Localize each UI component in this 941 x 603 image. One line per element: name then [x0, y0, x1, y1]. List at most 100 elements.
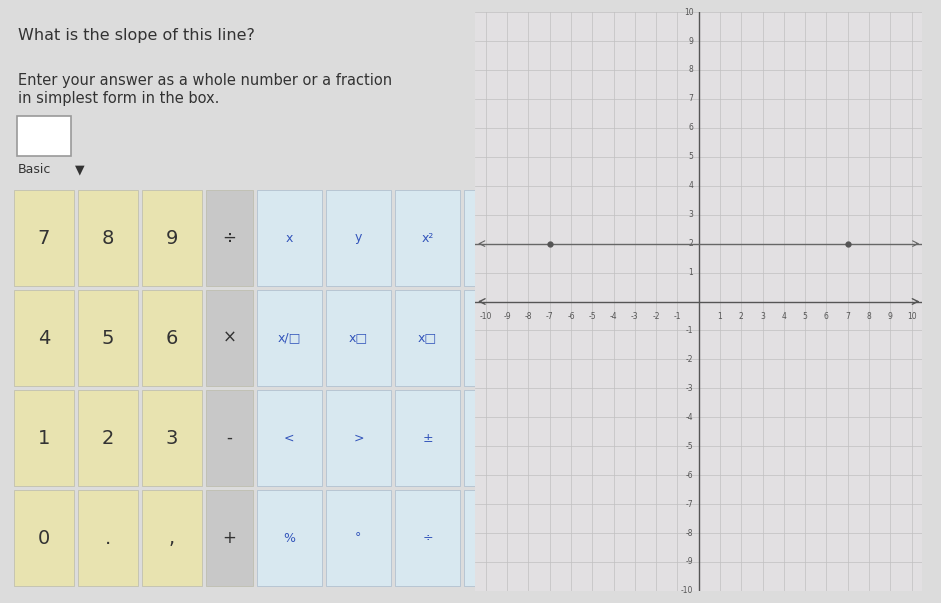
FancyBboxPatch shape [464, 290, 530, 386]
Text: 4: 4 [38, 329, 50, 347]
FancyBboxPatch shape [326, 490, 391, 586]
Text: <: < [284, 432, 295, 444]
Text: 2: 2 [102, 429, 114, 447]
FancyBboxPatch shape [14, 390, 74, 486]
Text: ×: × [222, 329, 236, 347]
Text: -9: -9 [686, 558, 694, 566]
Text: ÷: ÷ [222, 229, 236, 247]
Text: x□: x□ [418, 332, 438, 344]
Text: x: x [285, 232, 293, 244]
Text: +: + [222, 529, 236, 547]
Text: -7: -7 [546, 312, 553, 321]
Text: -4: -4 [610, 312, 617, 321]
FancyBboxPatch shape [78, 290, 138, 386]
FancyBboxPatch shape [326, 390, 391, 486]
Text: What is the slope of this line?: What is the slope of this line? [18, 28, 255, 43]
Text: 7: 7 [689, 95, 694, 103]
Text: √□: √□ [487, 232, 507, 244]
FancyBboxPatch shape [78, 190, 138, 286]
FancyBboxPatch shape [142, 490, 202, 586]
Text: 7: 7 [38, 229, 50, 247]
Text: 9: 9 [887, 312, 893, 321]
Text: ÷: ÷ [423, 531, 433, 545]
Text: 8: 8 [102, 229, 114, 247]
FancyBboxPatch shape [17, 116, 71, 156]
Text: %: % [283, 531, 295, 545]
Text: -7: -7 [686, 500, 694, 508]
Text: Basic: Basic [18, 163, 52, 176]
FancyBboxPatch shape [14, 490, 74, 586]
Text: >: > [353, 432, 363, 444]
FancyBboxPatch shape [78, 390, 138, 486]
Text: 8: 8 [689, 66, 694, 74]
Text: -5: -5 [588, 312, 596, 321]
Text: 9: 9 [689, 37, 694, 45]
FancyBboxPatch shape [326, 190, 391, 286]
Text: x□: x□ [487, 332, 506, 344]
FancyBboxPatch shape [464, 390, 530, 486]
FancyBboxPatch shape [206, 190, 252, 286]
FancyBboxPatch shape [464, 490, 530, 586]
FancyBboxPatch shape [395, 490, 460, 586]
Text: -1: -1 [686, 326, 694, 335]
FancyBboxPatch shape [395, 190, 460, 286]
Text: -: - [226, 429, 232, 447]
FancyBboxPatch shape [14, 290, 74, 386]
Text: 6: 6 [824, 312, 829, 321]
Text: 2: 2 [739, 312, 743, 321]
FancyBboxPatch shape [206, 290, 252, 386]
Text: -1: -1 [674, 312, 681, 321]
FancyBboxPatch shape [257, 490, 322, 586]
FancyBboxPatch shape [257, 190, 322, 286]
FancyBboxPatch shape [14, 190, 74, 286]
Text: -8: -8 [686, 529, 694, 537]
Text: 1: 1 [38, 429, 50, 447]
Text: 1: 1 [689, 268, 694, 277]
Text: -3: -3 [686, 384, 694, 393]
Text: Enter your answer as a whole number or a fraction: Enter your answer as a whole number or a… [18, 73, 392, 88]
Text: -6: -6 [686, 471, 694, 479]
Text: °: ° [356, 531, 361, 545]
Text: 3: 3 [689, 210, 694, 219]
Text: x□: x□ [349, 332, 368, 344]
Text: 9: 9 [166, 229, 178, 247]
Text: -4: -4 [686, 413, 694, 421]
Text: -10: -10 [681, 587, 694, 595]
Text: in simplest form in the box.: in simplest form in the box. [18, 91, 219, 106]
Text: ±: ± [423, 432, 433, 444]
Text: 1: 1 [718, 312, 723, 321]
Text: 6: 6 [166, 329, 178, 347]
Text: 5: 5 [102, 329, 114, 347]
Text: 7: 7 [845, 312, 850, 321]
FancyBboxPatch shape [142, 390, 202, 486]
Text: x/□: x/□ [278, 332, 301, 344]
Text: 4: 4 [781, 312, 787, 321]
Text: y: y [355, 232, 362, 244]
Text: -8: -8 [525, 312, 533, 321]
FancyBboxPatch shape [395, 290, 460, 386]
FancyBboxPatch shape [257, 290, 322, 386]
Text: 10: 10 [907, 312, 917, 321]
Text: -2: -2 [686, 355, 694, 364]
Text: 8: 8 [867, 312, 871, 321]
Text: -2: -2 [652, 312, 660, 321]
Text: -5: -5 [686, 442, 694, 450]
FancyBboxPatch shape [142, 290, 202, 386]
Text: ▼: ▼ [75, 163, 85, 176]
Text: -6: -6 [567, 312, 575, 321]
FancyBboxPatch shape [326, 290, 391, 386]
Text: -9: -9 [503, 312, 511, 321]
Text: 2: 2 [689, 239, 694, 248]
Text: .: . [104, 528, 111, 548]
Text: 3: 3 [166, 429, 178, 447]
Text: 0: 0 [38, 528, 50, 548]
Text: -3: -3 [631, 312, 639, 321]
FancyBboxPatch shape [78, 490, 138, 586]
FancyBboxPatch shape [464, 190, 530, 286]
Text: (□): (□) [486, 531, 508, 545]
Text: $: $ [493, 432, 501, 444]
FancyBboxPatch shape [142, 190, 202, 286]
Text: 5: 5 [689, 153, 694, 161]
FancyBboxPatch shape [395, 390, 460, 486]
Text: 4: 4 [689, 182, 694, 190]
